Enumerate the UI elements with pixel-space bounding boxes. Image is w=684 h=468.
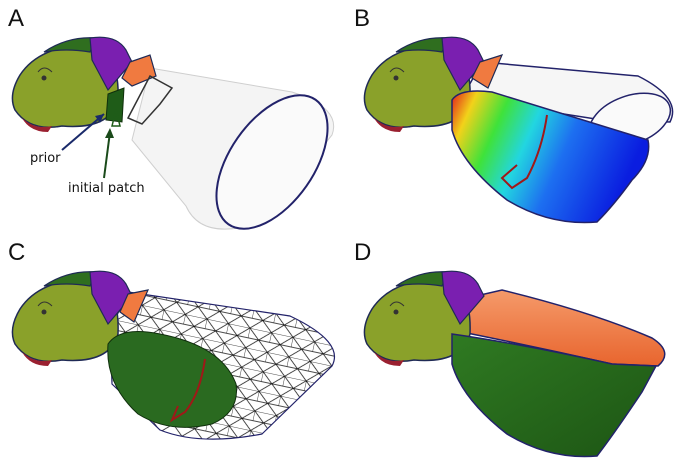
panel-b: B [354,5,678,223]
panel-c: C [8,239,334,439]
panel-d: D [354,239,665,457]
annotation: initial patch [68,181,145,196]
panel-label: D [354,239,371,266]
figure: A prior initial patch B C D [0,0,684,468]
annotation: prior [30,151,61,166]
panel-a: A prior initial patch [8,5,350,248]
panel-label: B [354,5,370,32]
panel-label: A [8,5,24,32]
panel-label: C [8,239,25,266]
